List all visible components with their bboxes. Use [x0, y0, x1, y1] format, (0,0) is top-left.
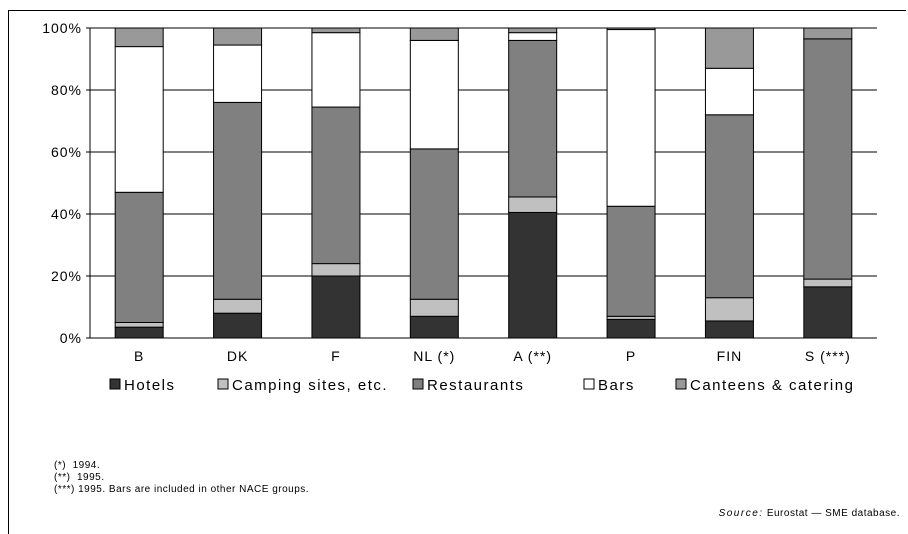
bar-segment: [311, 263, 361, 277]
bar-segment: [508, 27, 558, 34]
bar-segment: [409, 27, 459, 41]
x-tick-label: NL (*): [413, 348, 455, 364]
bar-segment: [606, 205, 656, 317]
bar-segment: [803, 27, 853, 40]
x-tick-label: DK: [227, 348, 248, 364]
bar-segment: [606, 318, 656, 339]
bar-segment: [311, 106, 361, 265]
x-tick-label: B: [134, 348, 144, 364]
x-tick-label: P: [626, 348, 636, 364]
x-tick-label: F: [331, 348, 341, 364]
x-tick-label: FIN: [717, 348, 743, 364]
legend-label: Canteens & catering: [690, 377, 854, 394]
bar-segment: [508, 196, 558, 213]
axes: [86, 27, 877, 339]
bar-segment: [114, 326, 164, 339]
legend-swatch: [217, 378, 229, 390]
y-tick-label: 20%: [51, 268, 82, 284]
bar-segment: [114, 46, 164, 193]
bar-segment: [704, 320, 754, 339]
legend: Hotels Camping sites, etc. Restaurants Bars…: [109, 377, 854, 394]
x-tick-label: S (***): [805, 348, 851, 364]
y-tick-label: 80%: [51, 82, 82, 98]
y-tick-label: 40%: [51, 206, 82, 222]
bar-segment: [606, 29, 656, 207]
y-tick-label: 60%: [51, 144, 82, 160]
gridlines: [90, 27, 877, 277]
bar-segment: [704, 297, 754, 322]
bar-segment: [409, 315, 459, 339]
bar-segment: [606, 27, 656, 31]
x-tick-labels: B DK F NL (*) A (**) P FIN S (***): [134, 348, 851, 364]
legend-swatch: [412, 378, 424, 390]
bar-segment: [213, 27, 263, 46]
legend-swatch: [675, 378, 687, 390]
bar-segment: [409, 148, 459, 300]
bars: [114, 27, 853, 339]
y-tick-label: 0%: [60, 330, 82, 346]
chart-frame: [8, 10, 906, 534]
bar-segment: [213, 298, 263, 314]
bar-segment: [508, 39, 558, 198]
y-tick-label: 100%: [42, 20, 82, 36]
bar-segment: [803, 286, 853, 339]
legend-swatch: [109, 378, 121, 390]
bar-segment: [213, 312, 263, 339]
legend-label: Camping sites, etc.: [232, 377, 388, 394]
bar-segment: [803, 38, 853, 280]
source-note: Source: Eurostat — SME database.: [719, 508, 900, 519]
footnote: (**) 1995.: [54, 472, 105, 483]
source-label: Source:: [718, 508, 764, 519]
bar-segment: [803, 278, 853, 288]
bar-segment: [704, 114, 754, 299]
x-tick-label: A (**): [513, 348, 552, 364]
bar-segment: [409, 298, 459, 317]
bar-segment: [409, 39, 459, 150]
bar-segment: [508, 32, 558, 41]
legend-swatch: [583, 378, 595, 390]
bar-segment: [311, 27, 361, 34]
bar-segment: [508, 211, 558, 339]
bar-segment: [213, 101, 263, 300]
legend-label: Restaurants: [427, 377, 524, 394]
bar-segment: [114, 322, 164, 328]
bar-segment: [704, 27, 754, 69]
footnotes: (*) 1994. (**) 1995. (***) 1995. Bars ar…: [54, 460, 309, 496]
legend-label: Bars: [598, 377, 635, 394]
bar-segment: [213, 44, 263, 103]
y-tick-labels: 0% 20% 40% 60% 80% 100%: [42, 20, 82, 346]
bar-segment: [114, 191, 164, 323]
bar-segment: [114, 27, 164, 48]
bar-segment: [311, 32, 361, 108]
footnote: (*) 1994.: [54, 460, 101, 471]
source-text: Eurostat — SME database.: [763, 508, 900, 519]
footnote: (***) 1995. Bars are included in other N…: [54, 484, 310, 495]
legend-label: Hotels: [124, 377, 176, 394]
bar-segment: [704, 67, 754, 116]
bar-segment: [311, 275, 361, 339]
